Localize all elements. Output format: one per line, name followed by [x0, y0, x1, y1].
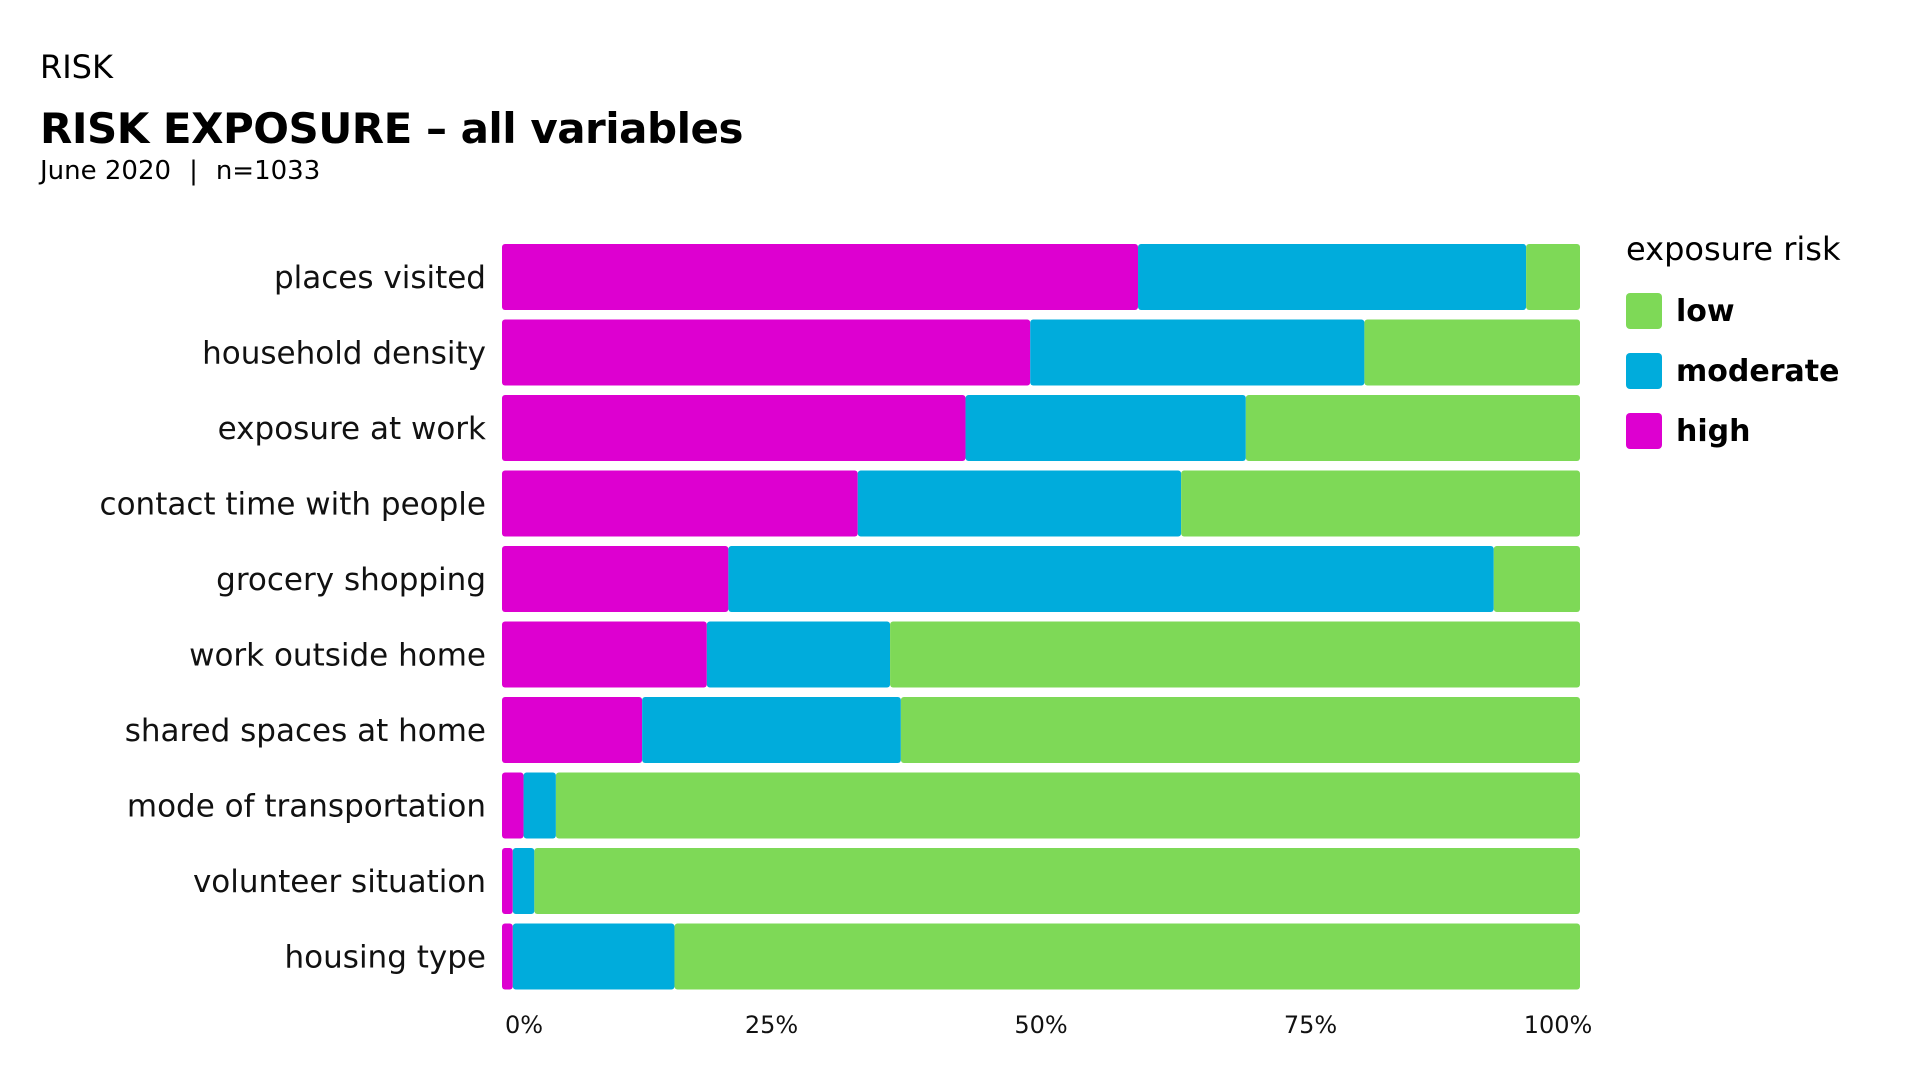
chart-eyebrow: RISK — [40, 48, 113, 86]
legend-item-moderate: moderate — [1626, 352, 1840, 390]
chart-title: RISK EXPOSURE – all variables — [40, 104, 743, 153]
bar-shared-spaces-at-home-high — [502, 697, 643, 763]
chart-subtitle: June 2020 | n=1033 — [40, 156, 320, 186]
bar-places-visited-low — [1526, 244, 1580, 310]
category-label: volunteer situation — [193, 864, 486, 900]
bar-contact-time-with-people-high — [502, 470, 858, 537]
legend-label-low: low — [1676, 293, 1735, 329]
x-tick-label: 25% — [745, 1011, 798, 1039]
bar-contact-time-with-people-low — [1181, 470, 1580, 537]
category-label: household density — [202, 336, 486, 372]
bar-shared-spaces-at-home-low — [900, 697, 1580, 763]
bar-contact-time-with-people-moderate — [857, 470, 1182, 537]
bar-volunteer-situation-high — [502, 848, 513, 914]
legend-swatch-moderate — [1626, 353, 1662, 389]
legend-item-low: low — [1626, 292, 1840, 330]
bar-volunteer-situation-low — [534, 848, 1580, 914]
bar-shared-spaces-at-home-moderate — [642, 697, 901, 763]
x-tick-label: 50% — [1014, 1011, 1067, 1039]
bar-work-outside-home-low — [890, 621, 1580, 688]
legend: exposure risk low moderate high — [1626, 230, 1840, 472]
bar-places-visited-moderate — [1138, 244, 1527, 310]
category-label: contact time with people — [100, 487, 486, 523]
x-tick-label: 0% — [505, 1011, 543, 1039]
bar-mode-of-transportation-moderate — [523, 772, 556, 839]
bar-housing-type-high — [502, 923, 513, 990]
bar-mode-of-transportation-high — [502, 772, 524, 839]
x-tick-label: 100% — [1524, 1011, 1593, 1039]
subtitle-sample-size: n=1033 — [215, 156, 321, 186]
bar-grocery-shopping-low — [1493, 546, 1580, 612]
bar-mode-of-transportation-low — [555, 772, 1580, 839]
category-label: grocery shopping — [216, 562, 486, 598]
bar-household-density-low — [1364, 319, 1580, 386]
legend-label-high: high — [1676, 413, 1751, 449]
bar-exposure-at-work-moderate — [965, 395, 1246, 461]
legend-item-high: high — [1626, 412, 1840, 450]
bar-work-outside-home-moderate — [706, 621, 891, 688]
bar-volunteer-situation-moderate — [512, 848, 535, 914]
legend-swatch-high — [1626, 413, 1662, 449]
bar-household-density-high — [502, 319, 1031, 386]
bar-household-density-moderate — [1030, 319, 1365, 386]
x-tick-label: 75% — [1284, 1011, 1337, 1039]
bar-exposure-at-work-low — [1245, 395, 1580, 461]
bar-grocery-shopping-high — [502, 546, 729, 612]
bar-work-outside-home-high — [502, 621, 707, 688]
category-label: work outside home — [189, 638, 486, 674]
bar-exposure-at-work-high — [502, 395, 966, 461]
category-label: mode of transportation — [127, 789, 486, 825]
category-label: exposure at work — [218, 411, 486, 447]
bar-housing-type-low — [674, 923, 1580, 990]
legend-swatch-low — [1626, 293, 1662, 329]
category-label: places visited — [274, 260, 486, 296]
legend-title: exposure risk — [1626, 230, 1841, 268]
bar-places-visited-high — [502, 244, 1139, 310]
bar-housing-type-moderate — [512, 923, 675, 990]
subtitle-date: June 2020 — [40, 156, 172, 186]
legend-label-moderate: moderate — [1676, 353, 1840, 389]
category-label: shared spaces at home — [125, 713, 486, 749]
subtitle-separator: | — [189, 156, 198, 186]
category-label: housing type — [285, 940, 486, 976]
bar-grocery-shopping-moderate — [728, 546, 1494, 612]
